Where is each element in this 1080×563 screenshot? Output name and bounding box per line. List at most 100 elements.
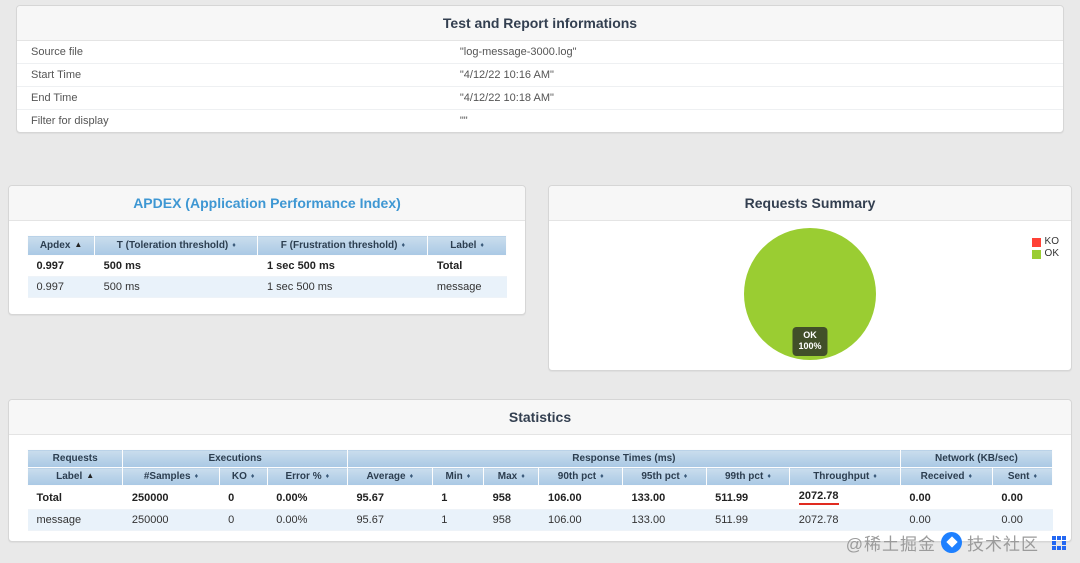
apdex-sort-header[interactable]: T (Toleration threshold) ♦ (94, 235, 259, 256)
stats-tbody: Total 250000 0 0.00% 95.67 1 958 106.00 133.00 51… (27, 485, 1053, 531)
test-info-tbody: Source file "log-message-3000.log" Start T… (17, 41, 1063, 132)
stats-cell: 106.00 (538, 509, 623, 531)
apdex-cell: 500 ms (94, 276, 258, 298)
apdex-sort-header[interactable]: Apdex ▲ (26, 235, 96, 256)
stats-header-label: Throughput (813, 471, 870, 482)
stats-cell: 0 (219, 509, 268, 531)
legend-item-ok[interactable]: OK (1031, 248, 1059, 260)
legend-item-ko[interactable]: KO (1031, 236, 1059, 248)
apdex-sort-header[interactable]: Label ♦ (427, 235, 507, 256)
info-row: Source file "log-message-3000.log" (17, 41, 1063, 64)
stats-header-label: Max (497, 471, 518, 482)
stats-cell: 0 (219, 485, 268, 510)
apdex-panel: APDEX (Application Performance Index) Ap… (8, 185, 526, 315)
stats-header-label: Received (920, 471, 965, 482)
jmeter-report-page: Test and Report informations Source file… (0, 5, 1080, 554)
stats-cell: 0.00 (992, 485, 1053, 510)
apdex-header-row: Apdex ▲ T (Toleration threshold) ♦ F (Frustr… (26, 235, 507, 256)
info-row: Start Time "4/12/22 10:16 AM" (17, 63, 1063, 87)
test-info-panel: Test and Report informations Source file… (16, 5, 1064, 133)
stats-sort-header[interactable]: Average ♦ (346, 467, 433, 486)
stats-sort-header[interactable]: KO ♦ (218, 467, 268, 486)
legend-swatch-ok (1031, 249, 1041, 259)
stats-cell: 95.67 (347, 509, 433, 531)
sort-both-icon: ♦ (600, 473, 604, 480)
stats-sort-header[interactable]: Max ♦ (483, 467, 540, 486)
apdex-title: APDEX (Application Performance Index) (9, 186, 525, 221)
stats-cell: 2072.78 (789, 509, 901, 531)
sort-both-icon: ♦ (250, 473, 255, 480)
sort-both-icon: ♦ (409, 473, 414, 480)
apdex-header-label: F (Frustration threshold) (280, 240, 398, 251)
stats-cell: 0.00 (900, 485, 993, 510)
stats-sort-header[interactable]: Received ♦ (899, 467, 993, 486)
info-row-label: Start Time (17, 63, 446, 87)
stats-sort-header[interactable]: 95th pct ♦ (622, 467, 707, 486)
apdex-cell: 1 sec 500 ms (257, 255, 428, 277)
stats-header-label: KO (231, 471, 247, 482)
info-row-value: "4/12/22 10:18 AM" (445, 86, 1063, 110)
stats-cell: message (27, 509, 123, 531)
sort-both-icon: ♦ (194, 473, 199, 480)
sort-both-icon: ♦ (521, 473, 525, 480)
stats-header-label: 95th pct (641, 471, 680, 482)
stats-cell: 511.99 (706, 509, 790, 531)
info-row-value: "4/12/22 10:16 AM" (445, 63, 1063, 87)
statistics-panel-body: Requests Executions Response Times (ms) Net… (9, 435, 1071, 541)
legend-label: OK (1044, 248, 1059, 259)
stats-cell: 250000 (122, 509, 220, 531)
stats-group-header: Executions (122, 449, 348, 468)
info-row-value: "" (459, 115, 468, 127)
apdex-sort-header[interactable]: F (Frustration threshold) ♦ (257, 235, 429, 256)
apdex-header-label: Apdex (39, 240, 71, 251)
pie-label-percent: 100% (798, 341, 822, 352)
watermark: @稀土掘金 技术社区 (846, 530, 1066, 555)
stats-sort-header[interactable]: Min ♦ (431, 467, 485, 486)
stats-header-label: Average (366, 471, 406, 482)
sort-asc-icon: ▲ (74, 240, 83, 249)
stats-group-header: Requests (26, 449, 124, 468)
stats-sort-header[interactable]: Throughput ♦ (789, 467, 901, 486)
info-row: End Time "4/12/22 10:18 AM" (17, 86, 1063, 110)
stats-cell: 1 (432, 485, 484, 510)
stats-header-label: Label (56, 471, 83, 482)
pixel-grid-icon (1052, 535, 1066, 550)
juejin-logo-icon (941, 532, 962, 553)
stats-cell: 133.00 (622, 485, 707, 510)
stats-group-row: Requests Executions Response Times (ms) Net… (26, 449, 1054, 468)
info-row-value: "log-message-3000.log" (445, 41, 1063, 64)
stats-header-label: 90th pct (557, 471, 597, 482)
apdex-cell: 0.997 (27, 255, 95, 277)
pie-ok-slice[interactable]: OK 100% (744, 228, 876, 360)
watermark-text-suffix: 技术社区 (967, 535, 1039, 554)
stats-cell: 958 (483, 485, 539, 510)
apdex-table: Apdex ▲ T (Toleration threshold) ♦ F (Frustr… (26, 235, 507, 298)
stats-group-header: Network (KB/sec) (899, 449, 1054, 468)
apdex-row: 0.997 500 ms 1 sec 500 ms message (27, 276, 507, 298)
stats-cell: 0.00 (992, 509, 1053, 531)
sort-both-icon: ♦ (325, 473, 330, 480)
sort-asc-icon: ▲ (86, 471, 95, 480)
stats-sort-header[interactable]: 99th pct ♦ (705, 467, 791, 486)
watermark-text-prefix: @稀土掘金 (845, 535, 936, 554)
stats-header-row: Label ▲ #Samples ♦ KO ♦ Error % ♦ Average ♦ Min ♦ Ma… (26, 467, 1054, 486)
pie-label-status: OK (803, 329, 817, 340)
stats-sort-header[interactable]: #Samples ♦ (122, 467, 220, 486)
info-row-label: Filter for display (31, 115, 109, 127)
stats-sort-header[interactable]: Sent ♦ (991, 467, 1054, 486)
legend-swatch-ko (1031, 237, 1041, 247)
sort-both-icon: ♦ (1033, 473, 1038, 480)
stats-cell: 0.00 (900, 509, 993, 531)
apdex-header-label: T (Toleration threshold) (116, 240, 229, 251)
requests-summary-panel: Requests Summary KO OK OK 100% (548, 185, 1072, 371)
stats-cell: 95.67 (347, 485, 433, 510)
info-row-label: Source file (17, 41, 446, 64)
stats-sort-header[interactable]: Error % ♦ (266, 467, 348, 486)
statistics-panel: Statistics Requests Executions Response Ti… (8, 399, 1072, 542)
middle-row: APDEX (Application Performance Index) Ap… (8, 185, 1072, 371)
apdex-cell: 500 ms (94, 255, 258, 277)
stats-sort-header[interactable]: 90th pct ♦ (538, 467, 624, 486)
info-row: Filter for display "" (17, 110, 1063, 133)
stats-sort-header[interactable]: Label ▲ (26, 467, 124, 486)
statistics-table: Requests Executions Response Times (ms) Net… (26, 449, 1054, 531)
